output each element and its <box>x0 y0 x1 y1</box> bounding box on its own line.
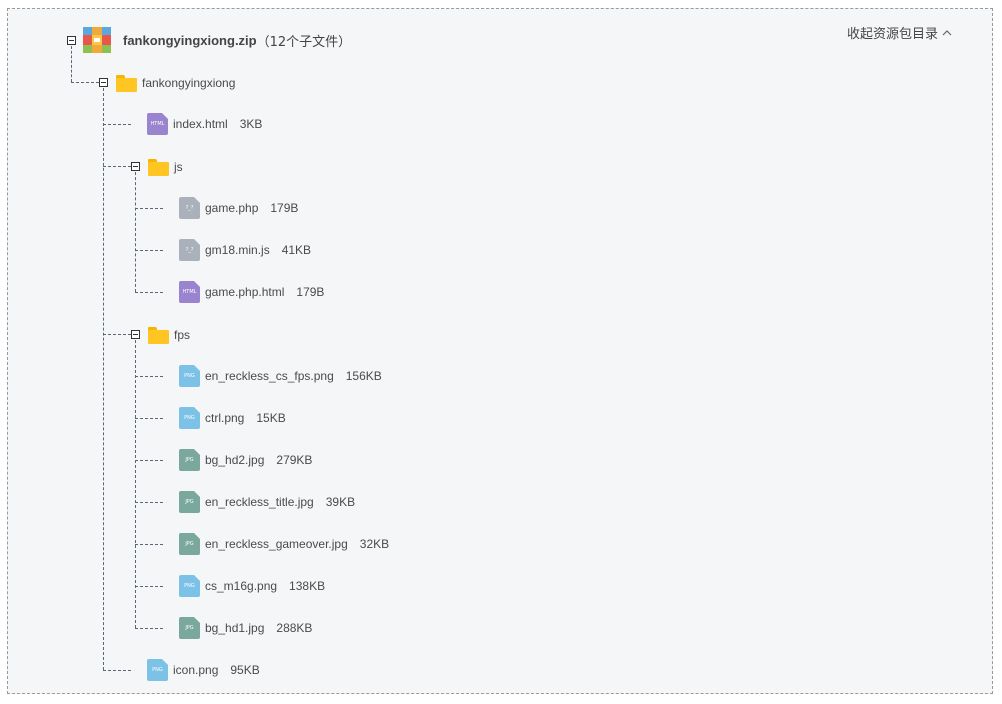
collapse-fps-toggle[interactable] <box>131 330 140 339</box>
collapse-archive-toggle[interactable] <box>67 36 76 45</box>
file-size: 39KB <box>325 495 356 509</box>
file-node[interactable]: PNG cs_m16g.png 138KB <box>179 575 325 597</box>
file-node[interactable]: PNG ctrl.png 15KB <box>179 407 286 429</box>
file-name: game.php.html <box>205 285 285 299</box>
folder-name: fps <box>174 328 191 342</box>
file-size: 279KB <box>276 453 313 467</box>
tree-connector <box>135 418 163 419</box>
file-name: icon.png <box>173 663 219 677</box>
tree-connector <box>135 292 163 293</box>
tree-connector <box>103 670 131 671</box>
file-name: index.html <box>173 117 228 131</box>
tree-connector <box>135 250 163 251</box>
file-size: 41KB <box>281 243 312 257</box>
file-name: en_reckless_title.jpg <box>205 495 314 509</box>
file-name: ctrl.png <box>205 411 245 425</box>
file-size: 3KB <box>239 117 263 131</box>
file-size: 15KB <box>256 411 286 425</box>
file-size: 95KB <box>230 663 260 677</box>
code-file-icon: ?_? <box>179 239 200 261</box>
code-file-icon: ?_? <box>179 197 200 219</box>
file-size: 138KB <box>289 579 326 593</box>
file-node[interactable]: PNG en_reckless_cs_fps.png 156KB <box>179 365 382 387</box>
archive-node[interactable]: fankongyingxiong.zip （12个子文件） <box>83 27 351 53</box>
png-file-icon: PNG <box>179 407 200 429</box>
archive-file-count: （12个子文件） <box>256 34 352 50</box>
file-node[interactable]: ?_? game.php 179B <box>179 197 298 219</box>
file-name: bg_hd2.jpg <box>205 453 265 467</box>
tree-connector <box>103 88 104 670</box>
file-name: game.php <box>205 201 259 215</box>
tree-connector <box>103 124 131 125</box>
chevron-up-icon <box>942 26 952 39</box>
tree-connector <box>71 46 72 82</box>
jpg-file-icon: JPG <box>179 617 200 639</box>
collapse-js-toggle[interactable] <box>131 162 140 171</box>
folder-name: js <box>174 160 183 174</box>
file-size: 288KB <box>276 621 313 635</box>
file-name: cs_m16g.png <box>205 579 278 593</box>
tree-connector <box>135 586 163 587</box>
tree-connector <box>135 208 163 209</box>
tree-connector <box>103 334 131 335</box>
zip-archive-icon <box>83 27 111 53</box>
tree-connector <box>135 340 136 628</box>
folder-name: fankongyingxiong <box>142 76 236 90</box>
collapse-folder-toggle[interactable] <box>99 78 108 87</box>
file-node[interactable]: HTML game.php.html 179B <box>179 281 324 303</box>
png-file-icon: PNG <box>179 575 200 597</box>
folder-node-root[interactable]: fankongyingxiong <box>116 72 235 94</box>
png-file-icon: PNG <box>147 659 168 681</box>
html-file-icon: HTML <box>179 281 200 303</box>
file-node[interactable]: JPG en_reckless_title.jpg 39KB <box>179 491 355 513</box>
folder-node-js[interactable]: js <box>148 156 183 178</box>
folder-icon <box>148 158 169 176</box>
tree-connector <box>71 82 99 83</box>
jpg-file-icon: JPG <box>179 449 200 471</box>
folder-node-fps[interactable]: fps <box>148 324 190 346</box>
tree-connector <box>135 502 163 503</box>
png-file-icon: PNG <box>179 365 200 387</box>
tree-connector <box>135 172 136 292</box>
jpg-file-icon: JPG <box>179 491 200 513</box>
file-node[interactable]: ?_? gm18.min.js 41KB <box>179 239 311 261</box>
jpg-file-icon: JPG <box>179 533 200 555</box>
file-name: en_reckless_cs_fps.png <box>205 369 334 383</box>
archive-name: fankongyingxiong.zip <box>123 32 257 48</box>
tree-connector <box>135 544 163 545</box>
file-name: gm18.min.js <box>205 243 270 257</box>
html-file-icon: HTML <box>147 113 168 135</box>
file-node-index[interactable]: HTML index.html 3KB <box>147 113 262 135</box>
collapse-directory-label: 收起资源包目录 <box>847 27 939 42</box>
resource-package-panel <box>7 8 993 694</box>
tree-connector <box>135 628 163 629</box>
file-node[interactable]: JPG bg_hd1.jpg 288KB <box>179 617 312 639</box>
file-size: 32KB <box>359 537 390 551</box>
file-node[interactable]: JPG bg_hd2.jpg 279KB <box>179 449 312 471</box>
file-node[interactable]: JPG en_reckless_gameover.jpg 32KB <box>179 533 389 555</box>
collapse-directory-button[interactable]: 收起资源包目录 <box>847 23 952 42</box>
file-size: 179B <box>270 201 299 215</box>
folder-icon <box>116 74 137 92</box>
tree-connector <box>135 376 163 377</box>
file-name: en_reckless_gameover.jpg <box>205 537 348 551</box>
file-size: 156KB <box>345 369 382 383</box>
file-size: 179B <box>296 285 325 299</box>
tree-connector <box>103 166 131 167</box>
tree-connector <box>135 460 163 461</box>
file-name: bg_hd1.jpg <box>205 621 265 635</box>
file-node-icon[interactable]: PNG icon.png 95KB <box>147 659 260 681</box>
folder-icon <box>148 326 169 344</box>
